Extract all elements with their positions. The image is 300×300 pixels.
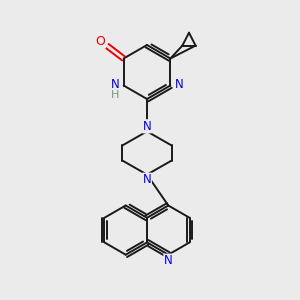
Text: N: N bbox=[174, 77, 183, 91]
Text: O: O bbox=[96, 35, 106, 48]
Text: N: N bbox=[142, 173, 152, 186]
Text: N: N bbox=[164, 254, 173, 267]
Text: N: N bbox=[142, 120, 152, 133]
Text: N: N bbox=[111, 77, 120, 91]
Text: H: H bbox=[111, 89, 119, 100]
